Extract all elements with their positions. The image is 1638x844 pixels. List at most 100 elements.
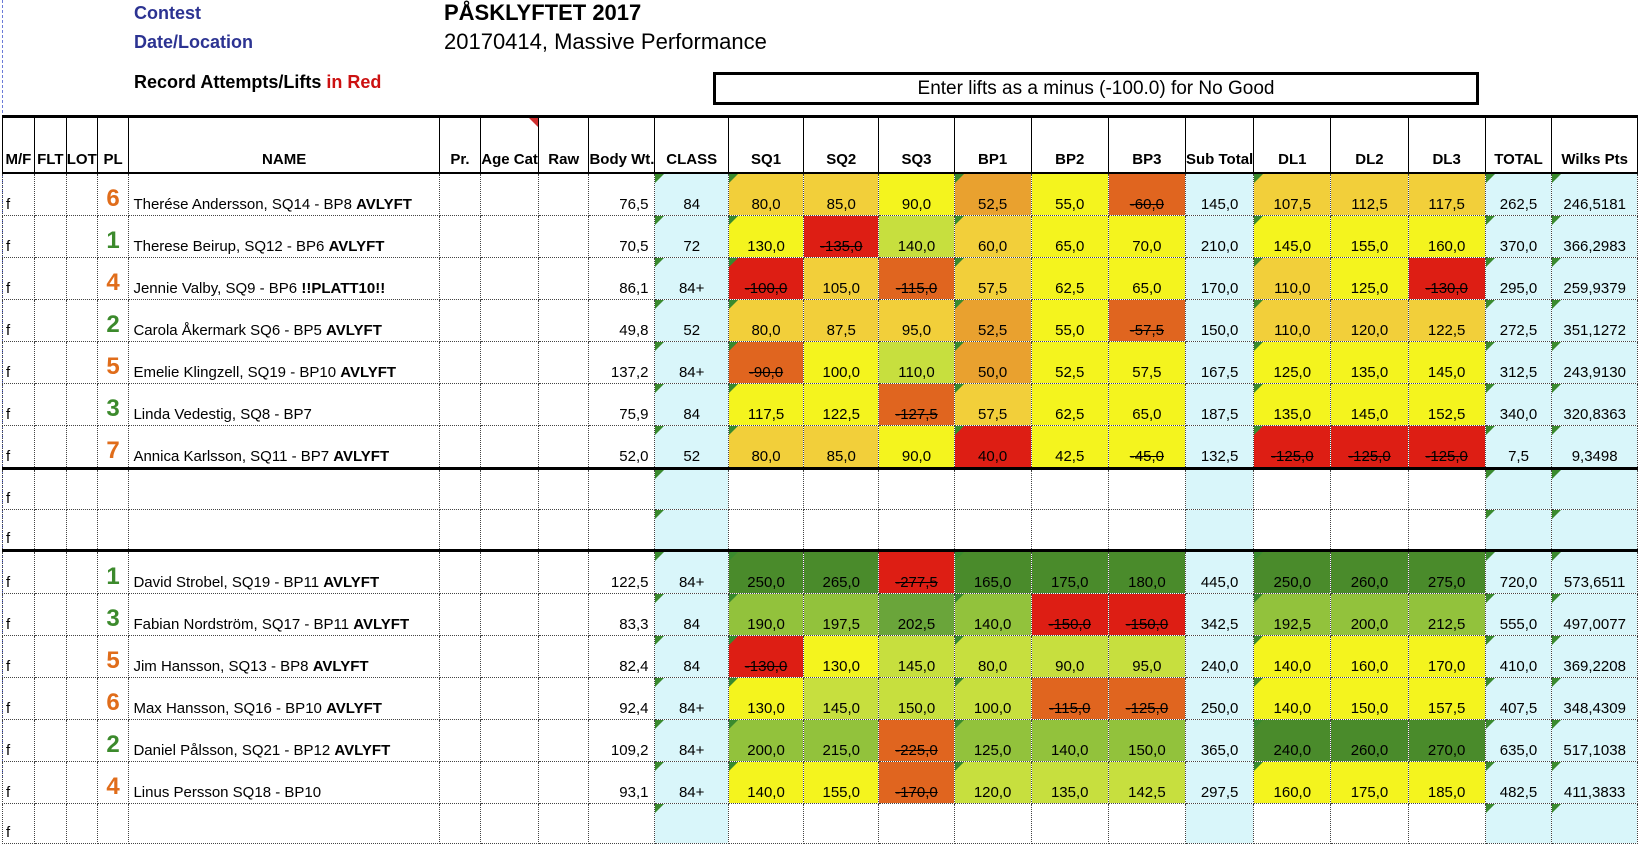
dl2-cell[interactable]: 125,0: [1330, 257, 1409, 300]
sq3-cell[interactable]: [878, 468, 955, 510]
bp3-cell[interactable]: -150,0: [1107, 593, 1186, 636]
wilks-cell[interactable]: 573,6511: [1551, 550, 1638, 594]
gender-cell[interactable]: f: [2, 383, 35, 426]
gender-cell[interactable]: f: [2, 593, 35, 636]
body-weight-cell[interactable]: 83,3: [588, 593, 656, 636]
name-cell[interactable]: Linda Vedestig, SQ8 - BP7: [128, 383, 440, 426]
raw-cell[interactable]: [537, 677, 590, 720]
bp3-cell[interactable]: -125,0: [1107, 677, 1186, 720]
total-cell[interactable]: 370,0: [1484, 215, 1553, 258]
lot-cell[interactable]: [65, 509, 98, 552]
body-weight-cell[interactable]: 109,2: [588, 719, 656, 762]
sq2-cell[interactable]: 155,0: [803, 761, 880, 804]
total-cell[interactable]: 482,5: [1484, 761, 1553, 804]
wilks-cell[interactable]: 369,2208: [1551, 635, 1638, 678]
placing-cell[interactable]: 2: [96, 719, 130, 762]
bp2-cell[interactable]: -150,0: [1030, 593, 1109, 636]
placing-cell[interactable]: 1: [96, 550, 130, 594]
sq2-cell[interactable]: 197,5: [803, 593, 880, 636]
sq1-cell[interactable]: 140,0: [727, 761, 805, 804]
date-location-value[interactable]: 20170414, Massive Performance: [444, 29, 767, 54]
column-header-raw[interactable]: Raw: [537, 115, 590, 174]
flight-cell[interactable]: [33, 677, 67, 720]
flight-cell[interactable]: [33, 383, 67, 426]
bp1-cell[interactable]: 57,5: [953, 257, 1032, 300]
flight-cell[interactable]: [33, 215, 67, 258]
dl2-cell[interactable]: [1330, 509, 1409, 552]
age-cat-cell[interactable]: [480, 383, 539, 426]
total-cell[interactable]: 407,5: [1484, 677, 1553, 720]
pr-cell[interactable]: [438, 468, 482, 510]
dl2-cell[interactable]: 155,0: [1330, 215, 1409, 258]
lot-cell[interactable]: [65, 341, 98, 384]
bp2-cell[interactable]: 65,0: [1030, 215, 1109, 258]
gender-cell[interactable]: f: [2, 468, 35, 510]
column-header-dl1[interactable]: DL1: [1253, 115, 1332, 174]
bp2-cell[interactable]: [1030, 803, 1109, 844]
sq1-cell[interactable]: [727, 803, 805, 844]
flight-cell[interactable]: [33, 341, 67, 384]
lot-cell[interactable]: [65, 635, 98, 678]
column-header-age-cat[interactable]: Age Cat: [480, 115, 539, 174]
column-header-body-wt[interactable]: Body Wt.: [588, 115, 656, 174]
sub-total-cell[interactable]: 342,5: [1184, 593, 1255, 636]
bp3-cell[interactable]: -45,0: [1107, 425, 1186, 470]
raw-cell[interactable]: [537, 172, 590, 216]
pr-cell[interactable]: [438, 677, 482, 720]
total-cell[interactable]: 262,5: [1484, 172, 1553, 216]
pr-cell[interactable]: [438, 299, 482, 342]
column-header-bp2[interactable]: BP2: [1030, 115, 1109, 174]
raw-cell[interactable]: [537, 550, 590, 594]
total-cell[interactable]: [1484, 803, 1553, 844]
total-cell[interactable]: [1484, 509, 1553, 552]
wilks-cell[interactable]: 497,0077: [1551, 593, 1638, 636]
sq2-cell[interactable]: [803, 509, 880, 552]
flight-cell[interactable]: [33, 509, 67, 552]
class-cell[interactable]: 84+: [654, 677, 729, 720]
lot-cell[interactable]: [65, 719, 98, 762]
sq3-cell[interactable]: 145,0: [878, 635, 955, 678]
placing-cell[interactable]: [96, 803, 130, 844]
name-cell[interactable]: Carola Åkermark SQ6 - BP5 AVLYFT: [128, 299, 440, 342]
dl3-cell[interactable]: -125,0: [1407, 425, 1486, 470]
name-cell[interactable]: Fabian Nordström, SQ17 - BP11 AVLYFT: [128, 593, 440, 636]
sq2-cell[interactable]: 122,5: [803, 383, 880, 426]
sq3-cell[interactable]: 202,5: [878, 593, 955, 636]
lot-cell[interactable]: [65, 550, 98, 594]
bp2-cell[interactable]: 90,0: [1030, 635, 1109, 678]
raw-cell[interactable]: [537, 635, 590, 678]
column-header-total[interactable]: TOTAL: [1484, 115, 1553, 174]
body-weight-cell[interactable]: [588, 468, 656, 510]
total-cell[interactable]: 340,0: [1484, 383, 1553, 426]
body-weight-cell[interactable]: 137,2: [588, 341, 656, 384]
placing-cell[interactable]: 2: [96, 299, 130, 342]
bp3-cell[interactable]: 95,0: [1107, 635, 1186, 678]
dl1-cell[interactable]: 160,0: [1253, 761, 1332, 804]
sub-total-cell[interactable]: 167,5: [1184, 341, 1255, 384]
body-weight-cell[interactable]: [588, 509, 656, 552]
lot-cell[interactable]: [65, 803, 98, 844]
raw-cell[interactable]: [537, 761, 590, 804]
body-weight-cell[interactable]: 75,9: [588, 383, 656, 426]
bp2-cell[interactable]: 62,5: [1030, 383, 1109, 426]
name-cell[interactable]: Emelie Klingzell, SQ19 - BP10 AVLYFT: [128, 341, 440, 384]
total-cell[interactable]: 635,0: [1484, 719, 1553, 762]
age-cat-cell[interactable]: [480, 257, 539, 300]
wilks-cell[interactable]: 366,2983: [1551, 215, 1638, 258]
dl1-cell[interactable]: 192,5: [1253, 593, 1332, 636]
name-cell[interactable]: [128, 468, 440, 510]
age-cat-cell[interactable]: [480, 172, 539, 216]
dl2-cell[interactable]: 112,5: [1330, 172, 1409, 216]
flight-cell[interactable]: [33, 635, 67, 678]
dl3-cell[interactable]: 117,5: [1407, 172, 1486, 216]
body-weight-cell[interactable]: [588, 803, 656, 844]
age-cat-cell[interactable]: [480, 341, 539, 384]
age-cat-cell[interactable]: [480, 593, 539, 636]
dl2-cell[interactable]: 200,0: [1330, 593, 1409, 636]
sq1-cell[interactable]: 117,5: [727, 383, 805, 426]
class-cell[interactable]: 84+: [654, 719, 729, 762]
body-weight-cell[interactable]: 70,5: [588, 215, 656, 258]
pr-cell[interactable]: [438, 172, 482, 216]
flight-cell[interactable]: [33, 803, 67, 844]
sq1-cell[interactable]: 80,0: [727, 425, 805, 470]
